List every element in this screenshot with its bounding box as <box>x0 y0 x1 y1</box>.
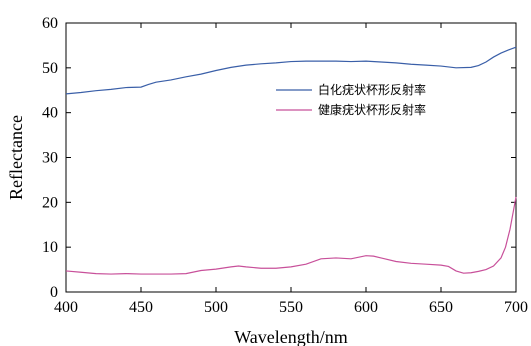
x-tick-label: 500 <box>204 299 228 316</box>
plot-area <box>65 22 517 293</box>
x-tick-label: 650 <box>429 299 453 316</box>
y-tick-label: 0 <box>50 284 58 301</box>
y-tick-label: 50 <box>42 60 58 77</box>
legend-label-1: 白化疣状杯形反射率 <box>318 82 426 97</box>
plot-frame <box>65 22 517 293</box>
y-tick-label: 30 <box>42 150 58 167</box>
series-line-1 <box>65 46 517 95</box>
x-axis-title: Wavelength/nm <box>234 327 348 346</box>
x-tick-label: 450 <box>129 299 153 316</box>
y-tick-label: 60 <box>42 15 58 32</box>
x-tick-label: 600 <box>354 299 378 316</box>
x-tick-label: 700 <box>504 299 528 316</box>
y-tick-label: 20 <box>42 194 58 211</box>
y-tick-label: 10 <box>42 239 58 256</box>
series-line-2 <box>65 196 517 275</box>
legend-label-2: 健康疣状杯形反射率 <box>318 102 426 117</box>
x-tick-label: 400 <box>54 299 78 316</box>
x-axis: 400 450 500 550 600 650 700 <box>54 23 528 316</box>
y-tick-label: 40 <box>42 105 58 122</box>
y-axis-title: Reflectance <box>6 115 26 200</box>
series-layer <box>65 46 517 275</box>
x-tick-label: 550 <box>279 299 303 316</box>
y-axis: 0 10 20 30 40 50 60 <box>42 15 516 301</box>
